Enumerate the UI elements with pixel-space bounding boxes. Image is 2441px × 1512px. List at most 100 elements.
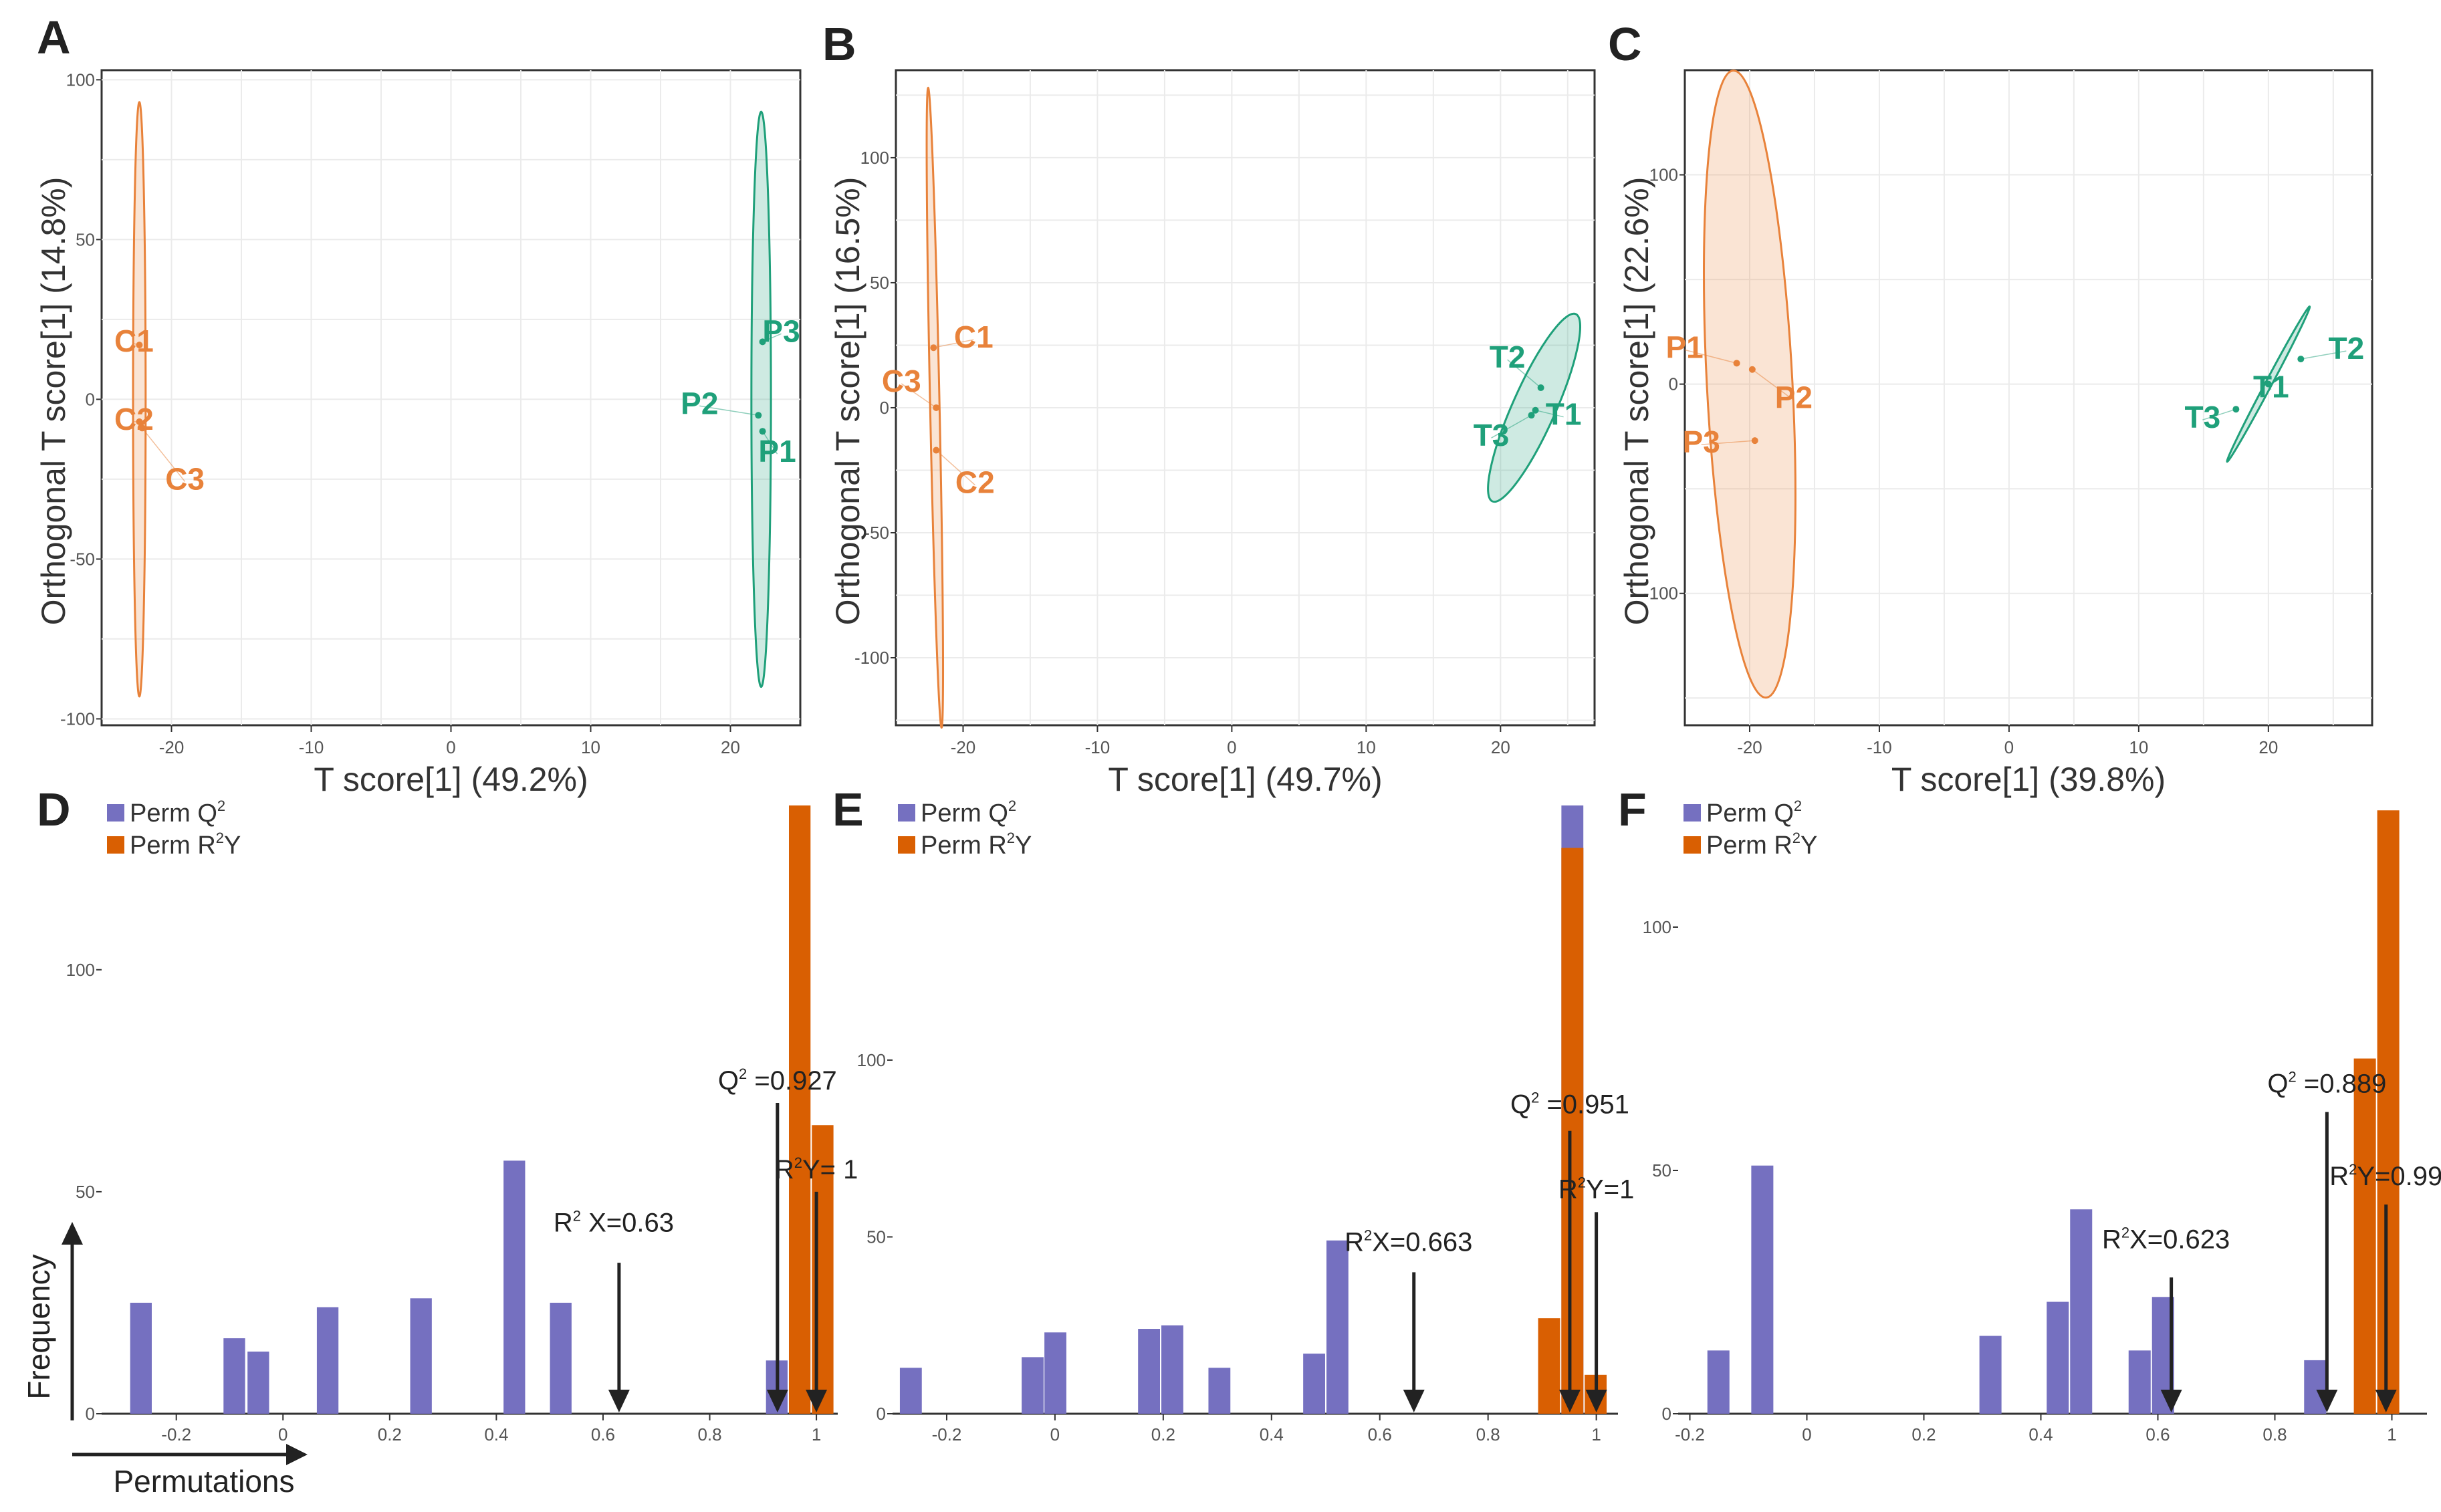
panel-letter: C	[1608, 18, 1642, 70]
confidence-ellipse-p	[1702, 70, 1796, 699]
x-tick-label: 0	[1050, 1424, 1060, 1444]
y-tick-label: -100	[854, 648, 889, 668]
y-tick-label: 50	[866, 1227, 886, 1247]
y-tick-label: 100	[1643, 917, 1671, 937]
y-tick-label: 50	[870, 273, 889, 293]
x-tick-label: 0.8	[1476, 1424, 1500, 1444]
point-label-c2: C2	[955, 465, 995, 500]
x-tick-label: 0	[1802, 1424, 1811, 1444]
bar-perm-q2	[223, 1338, 245, 1414]
legend-label: Perm Q2	[1706, 797, 1802, 828]
x-tick-label: 10	[1357, 737, 1376, 757]
point-label-t3: T3	[2184, 400, 2220, 434]
x-axis-title: T score[1] (39.8%)	[1891, 761, 2166, 798]
permutations-arrow-head	[286, 1444, 308, 1465]
panel-letter: E	[832, 783, 864, 836]
y-tick-label: -100	[60, 709, 95, 729]
label-leader	[134, 343, 140, 346]
y-tick-label: 0	[1662, 1404, 1671, 1424]
bar-perm-q2	[1979, 1336, 2002, 1414]
annotation-label: R2X=0.663	[1345, 1227, 1472, 1257]
annotation-arrow-head	[2316, 1390, 2338, 1412]
point-label-p1: P1	[758, 434, 796, 469]
panel-letter: F	[1618, 783, 1647, 836]
label-leader	[1507, 359, 1542, 388]
legend-label: Perm R2Y	[1706, 830, 1817, 860]
label-leader	[2202, 408, 2236, 420]
legend-label: Perm R2Y	[130, 830, 241, 860]
legend-swatch	[898, 804, 915, 822]
bar-perm-q2	[1044, 1332, 1066, 1414]
x-axis-title: Permutations	[113, 1464, 294, 1499]
x-tick-label: 0.4	[1260, 1424, 1284, 1444]
bar-perm-q2	[2047, 1301, 2069, 1414]
label-leader	[1491, 414, 1532, 438]
x-tick-label: -20	[159, 737, 185, 757]
y-tick-label: -50	[70, 549, 95, 569]
annotation-label: R2 X=0.63	[554, 1208, 674, 1238]
annotation-arrow-head	[1403, 1390, 1425, 1412]
y-tick-label: 0	[877, 1404, 886, 1424]
frequency-arrow-head	[62, 1222, 83, 1245]
legend-swatch	[107, 804, 124, 822]
y-axis-title: Frequency	[21, 1254, 56, 1399]
y-axis-title: Orthogonal T score[1] (16.5%)	[829, 177, 866, 626]
y-tick-label: -50	[864, 523, 889, 543]
panel-letter: B	[822, 18, 856, 70]
bar-perm-q2	[1022, 1357, 1044, 1414]
annotation-arrow-head	[608, 1390, 630, 1412]
label-leader	[762, 430, 778, 455]
annotation-label: R2Y=0.99	[2329, 1161, 2441, 1191]
x-axis-title: T score[1] (49.2%)	[314, 761, 588, 798]
point-label-t3: T3	[1474, 418, 1510, 453]
x-tick-label: 0.2	[378, 1424, 402, 1444]
label-leader	[1684, 349, 1737, 364]
bar-perm-q2	[316, 1307, 339, 1414]
point-label-p2: P2	[1775, 380, 1813, 415]
x-tick-label: 0.6	[1368, 1424, 1392, 1444]
y-tick-label: 0	[86, 389, 95, 409]
annotation-arrow-head	[806, 1390, 828, 1412]
label-leader	[1535, 409, 1564, 418]
bar-perm-q2	[1138, 1329, 1161, 1414]
bar-perm-q2	[247, 1352, 269, 1414]
panel-letter: D	[37, 783, 71, 836]
x-tick-label: -10	[299, 737, 324, 757]
label-leader	[1752, 369, 1794, 401]
x-tick-label: -0.2	[932, 1424, 962, 1444]
bar-perm-r2y	[2353, 1058, 2376, 1414]
x-tick-label: -10	[1085, 737, 1111, 757]
x-tick-label: -20	[1737, 737, 1762, 757]
confidence-ellipse-c	[132, 101, 147, 698]
label-leader	[2268, 384, 2272, 390]
point-label-p3: P3	[1683, 424, 1720, 459]
y-axis-title: Orthogonal T score[1] (22.6%)	[1618, 177, 1655, 626]
bar-perm-q2	[1326, 1240, 1349, 1414]
point-label-t1: T1	[1546, 397, 1582, 432]
panel-letter: A	[37, 11, 71, 64]
y-tick-label: 100	[66, 960, 95, 980]
x-tick-label: -20	[951, 737, 976, 757]
y-axis-title: Orthogonal T score[1] (14.8%)	[35, 177, 72, 626]
y-tick-label: 100	[66, 70, 95, 90]
x-tick-label: 0.2	[1151, 1424, 1175, 1444]
legend-swatch	[107, 836, 124, 854]
legend-swatch	[1683, 836, 1701, 854]
bar-perm-q2	[2304, 1360, 2327, 1414]
x-tick-label: -10	[1867, 737, 1892, 757]
bar-perm-r2y	[788, 805, 811, 1414]
point-label-p2: P2	[681, 386, 718, 420]
bar-perm-r2y-stacked	[1561, 848, 1584, 1414]
x-tick-label: 0	[1227, 737, 1236, 757]
label-leader	[901, 383, 937, 408]
annotation-arrow-head	[1558, 1390, 1581, 1412]
legend-swatch	[898, 836, 915, 854]
annotation-arrow-head	[766, 1390, 788, 1412]
y-tick-label: 50	[1652, 1160, 1671, 1180]
x-tick-label: 0.4	[484, 1424, 508, 1444]
